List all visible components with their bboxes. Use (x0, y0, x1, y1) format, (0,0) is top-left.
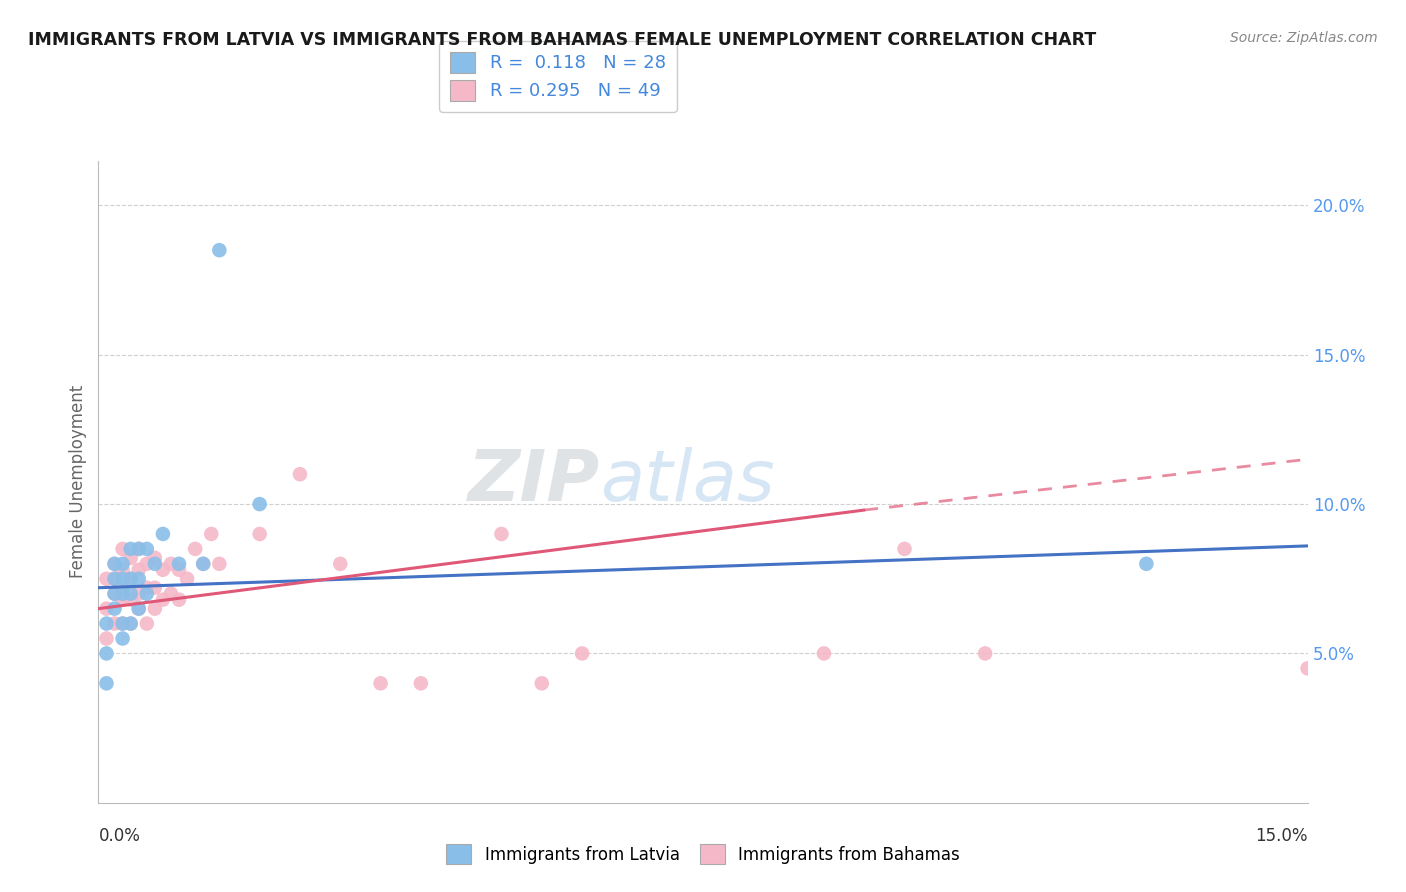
Point (152, 527, 174, 541)
Point (111, 572, 134, 586)
Point (193, 557, 215, 571)
Point (111, 581, 134, 595)
Point (143, 581, 166, 595)
Point (120, 616, 142, 631)
Point (96, 676, 118, 690)
Point (135, 541, 157, 556)
Point (96, 647, 118, 661)
Y-axis label: Female Unemployment: Female Unemployment (69, 385, 87, 578)
Point (135, 581, 157, 595)
Point (176, 572, 198, 586)
Point (160, 587, 183, 601)
Point (1135, 557, 1157, 571)
Point (143, 550, 166, 565)
Point (128, 563, 150, 577)
Point (208, 557, 231, 571)
Text: ZIP: ZIP (468, 447, 600, 516)
Point (111, 632, 134, 646)
Point (103, 557, 125, 571)
Point (288, 467, 311, 482)
Point (167, 592, 190, 607)
Point (120, 587, 142, 601)
Point (103, 587, 125, 601)
Point (813, 647, 835, 661)
Point (409, 676, 432, 690)
Point (120, 572, 142, 586)
Point (160, 557, 183, 571)
Point (329, 557, 352, 571)
Point (120, 616, 142, 631)
Point (120, 550, 142, 565)
Point (111, 557, 134, 571)
Point (111, 592, 134, 607)
Point (184, 541, 207, 556)
Point (128, 572, 150, 586)
Point (167, 563, 190, 577)
Point (193, 557, 215, 571)
Point (135, 616, 157, 631)
Point (96, 572, 118, 586)
Point (120, 592, 142, 607)
Point (143, 557, 166, 571)
Point (111, 563, 134, 577)
Point (143, 601, 166, 615)
Point (96, 601, 118, 615)
Point (1296, 661, 1319, 675)
Point (208, 243, 231, 257)
Point (370, 676, 392, 690)
Legend: R =  0.118   N = 28, R = 0.295   N = 49: R = 0.118 N = 28, R = 0.295 N = 49 (439, 41, 676, 112)
Point (103, 557, 125, 571)
Point (103, 572, 125, 586)
Point (135, 587, 157, 601)
Text: Source: ZipAtlas.com: Source: ZipAtlas.com (1230, 31, 1378, 45)
Point (152, 563, 174, 577)
Point (120, 572, 142, 586)
Point (974, 647, 997, 661)
Point (96, 632, 118, 646)
Point (152, 592, 174, 607)
Point (893, 541, 915, 556)
Text: atlas: atlas (600, 447, 775, 516)
Point (103, 601, 125, 615)
Point (103, 616, 125, 631)
Point (103, 587, 125, 601)
Text: IMMIGRANTS FROM LATVIA VS IMMIGRANTS FROM BAHAMAS FEMALE UNEMPLOYMENT CORRELATIO: IMMIGRANTS FROM LATVIA VS IMMIGRANTS FRO… (28, 31, 1097, 49)
Point (249, 527, 271, 541)
Point (128, 587, 150, 601)
Point (120, 541, 142, 556)
Point (111, 541, 134, 556)
Point (128, 541, 150, 556)
Point (200, 527, 222, 541)
Point (167, 557, 190, 571)
Text: 0.0%: 0.0% (98, 827, 141, 845)
Point (103, 572, 125, 586)
Point (111, 587, 134, 601)
Point (571, 647, 593, 661)
Legend: Immigrants from Latvia, Immigrants from Bahamas: Immigrants from Latvia, Immigrants from … (440, 838, 966, 871)
Text: 15.0%: 15.0% (1256, 827, 1308, 845)
Point (530, 676, 553, 690)
Point (128, 601, 150, 615)
Point (111, 616, 134, 631)
Point (111, 616, 134, 631)
Point (96, 616, 118, 631)
Point (128, 541, 150, 556)
Point (135, 557, 157, 571)
Point (128, 601, 150, 615)
Point (491, 527, 513, 541)
Point (249, 497, 271, 511)
